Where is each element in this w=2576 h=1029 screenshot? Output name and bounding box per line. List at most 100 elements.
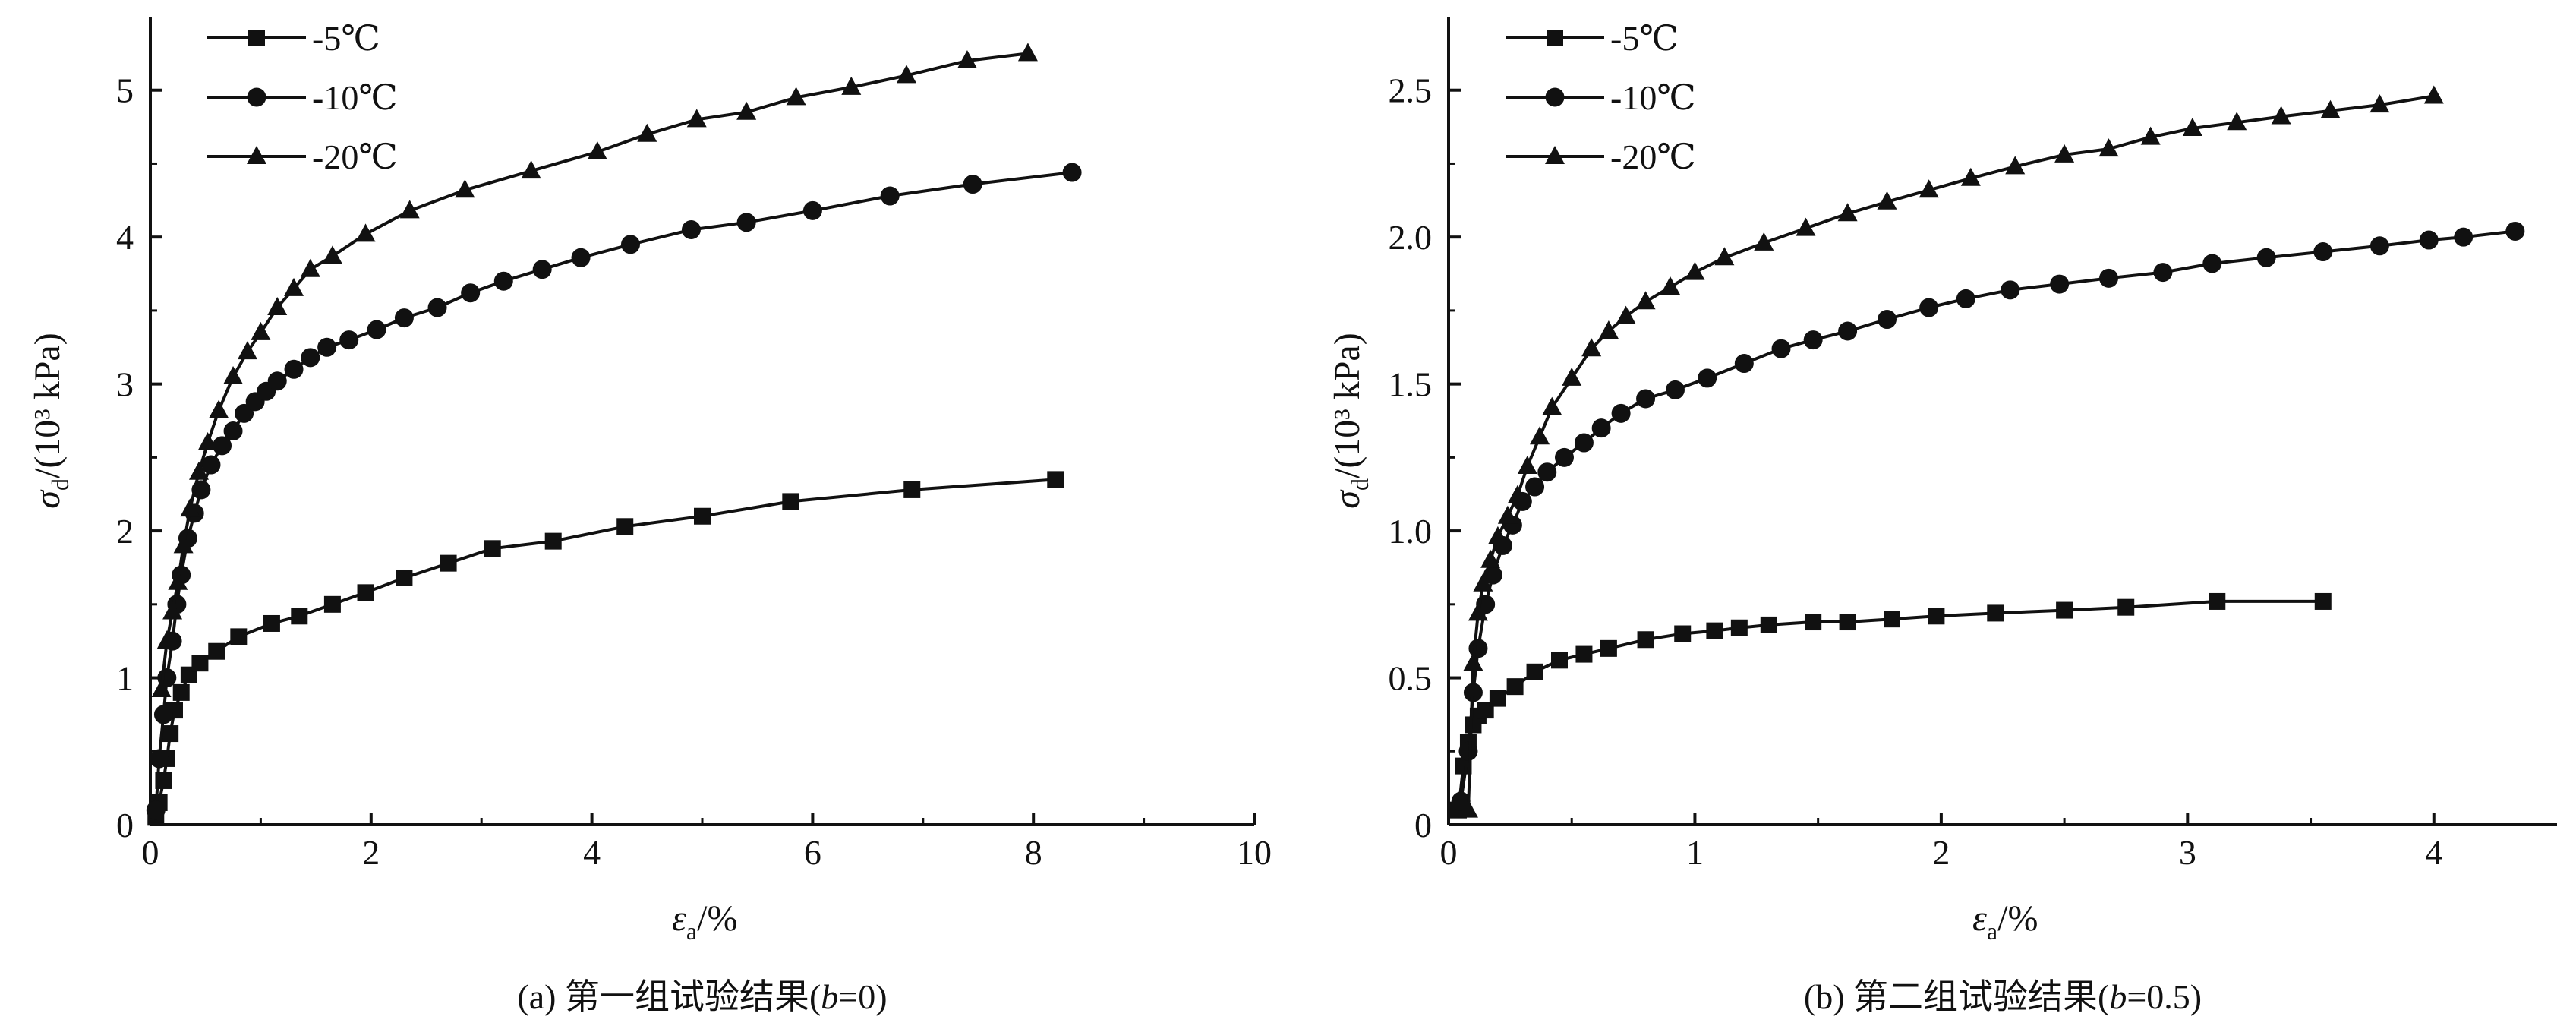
data-point	[2054, 144, 2075, 163]
data-point	[201, 455, 221, 475]
data-point	[146, 800, 166, 820]
legend-marker	[1547, 30, 1563, 46]
data-point	[1706, 622, 1723, 639]
data-point	[2227, 112, 2247, 131]
data-point	[1635, 291, 1656, 310]
data-point	[637, 123, 657, 142]
data-point	[197, 432, 218, 451]
data-point	[1838, 321, 1858, 341]
y-tick-label: 1.5	[1389, 365, 1433, 404]
y-tick-label: 0.5	[1389, 659, 1433, 698]
data-point	[1636, 389, 1656, 409]
data-point	[455, 179, 475, 198]
data-point	[2001, 280, 2020, 300]
data-point	[587, 140, 607, 159]
data-point	[2423, 85, 2444, 104]
data-point	[1530, 426, 1550, 445]
data-point	[736, 101, 757, 120]
data-point	[251, 321, 271, 340]
x-tick-label: 2	[362, 833, 380, 872]
data-point	[223, 421, 243, 441]
data-point	[394, 308, 414, 328]
data-point	[2099, 268, 2119, 288]
data-point	[2271, 106, 2291, 125]
data-point	[1507, 485, 1528, 503]
data-point	[1754, 232, 1774, 251]
legend-marker	[247, 146, 266, 164]
data-point	[151, 679, 172, 698]
data-point	[1698, 368, 1717, 388]
data-point	[1581, 338, 1602, 357]
data-point	[180, 498, 200, 517]
data-point	[168, 571, 188, 590]
data-point	[367, 320, 386, 339]
data-point	[1463, 652, 1483, 671]
legend-marker	[248, 30, 265, 46]
data-point	[2140, 126, 2161, 145]
data-point	[2369, 94, 2390, 113]
data-point	[1574, 433, 1594, 453]
data-point	[1919, 298, 1939, 317]
y-tick-label: 2	[116, 512, 134, 551]
y-axis-title: σd/(10³ kPa)	[1327, 333, 1373, 508]
data-point	[1047, 471, 1064, 488]
x-axis-title: εa/%	[1972, 898, 2038, 945]
data-point	[322, 245, 342, 264]
data-point	[339, 330, 359, 350]
series-line	[154, 478, 1056, 818]
data-point	[1062, 163, 1082, 182]
data-point	[2117, 598, 2135, 616]
data-point	[1551, 652, 1568, 669]
data-point	[2419, 230, 2439, 250]
data-point	[1839, 614, 1856, 631]
data-point	[1458, 799, 1478, 818]
data-point	[284, 277, 304, 296]
data-point	[208, 642, 225, 660]
panel-caption: (a) 第一组试验结果(b=0)	[517, 977, 887, 1016]
data-point	[1771, 339, 1791, 358]
data-point	[1526, 663, 1543, 680]
data-point	[1730, 619, 1748, 636]
data-point	[317, 337, 337, 357]
data-point	[213, 436, 232, 456]
data-point	[2320, 99, 2341, 118]
data-point	[1525, 477, 1545, 497]
legend-label: -5℃	[1610, 19, 1679, 58]
data-point	[1837, 203, 1858, 222]
data-point	[1600, 639, 1617, 657]
data-point	[1928, 608, 1945, 625]
data-point	[694, 507, 711, 525]
x-tick-label: 1	[1686, 833, 1704, 872]
data-point	[2313, 242, 2333, 262]
data-point	[1591, 418, 1611, 438]
data-point	[1878, 310, 1897, 330]
data-point	[399, 200, 420, 219]
data-point	[802, 200, 822, 220]
data-point	[1987, 604, 2004, 622]
data-point	[957, 50, 977, 69]
data-point	[1473, 573, 1493, 592]
data-point	[1919, 179, 1939, 198]
data-point	[493, 271, 513, 291]
data-point	[786, 87, 806, 106]
y-tick-label: 5	[116, 71, 134, 110]
data-point	[1468, 602, 1488, 621]
data-point	[1760, 616, 1777, 633]
y-tick-label: 0	[1414, 806, 1432, 844]
data-point	[1884, 611, 1900, 628]
legend-marker	[247, 87, 266, 107]
data-point	[396, 569, 413, 586]
data-point	[2153, 263, 2173, 283]
data-point	[1554, 447, 1574, 467]
data-point	[1877, 191, 1897, 210]
data-point	[1468, 639, 1488, 658]
data-point	[230, 628, 248, 645]
legend-marker	[1545, 87, 1565, 107]
data-point	[1805, 614, 1822, 631]
y-tick-label: 2.0	[1389, 218, 1433, 257]
data-point	[427, 298, 447, 317]
x-tick-label: 0	[142, 833, 159, 872]
series-1	[1451, 221, 2525, 811]
data-point	[2454, 227, 2474, 247]
x-tick-label: 8	[1025, 833, 1042, 872]
